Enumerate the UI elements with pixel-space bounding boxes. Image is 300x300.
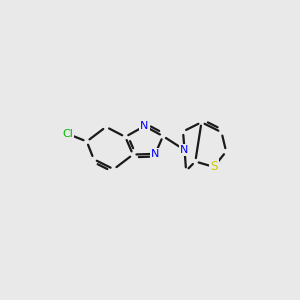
Text: N: N (140, 121, 149, 131)
Text: Cl: Cl (62, 129, 73, 139)
Text: N: N (180, 145, 189, 155)
Text: S: S (210, 160, 218, 173)
Text: N: N (151, 149, 160, 159)
